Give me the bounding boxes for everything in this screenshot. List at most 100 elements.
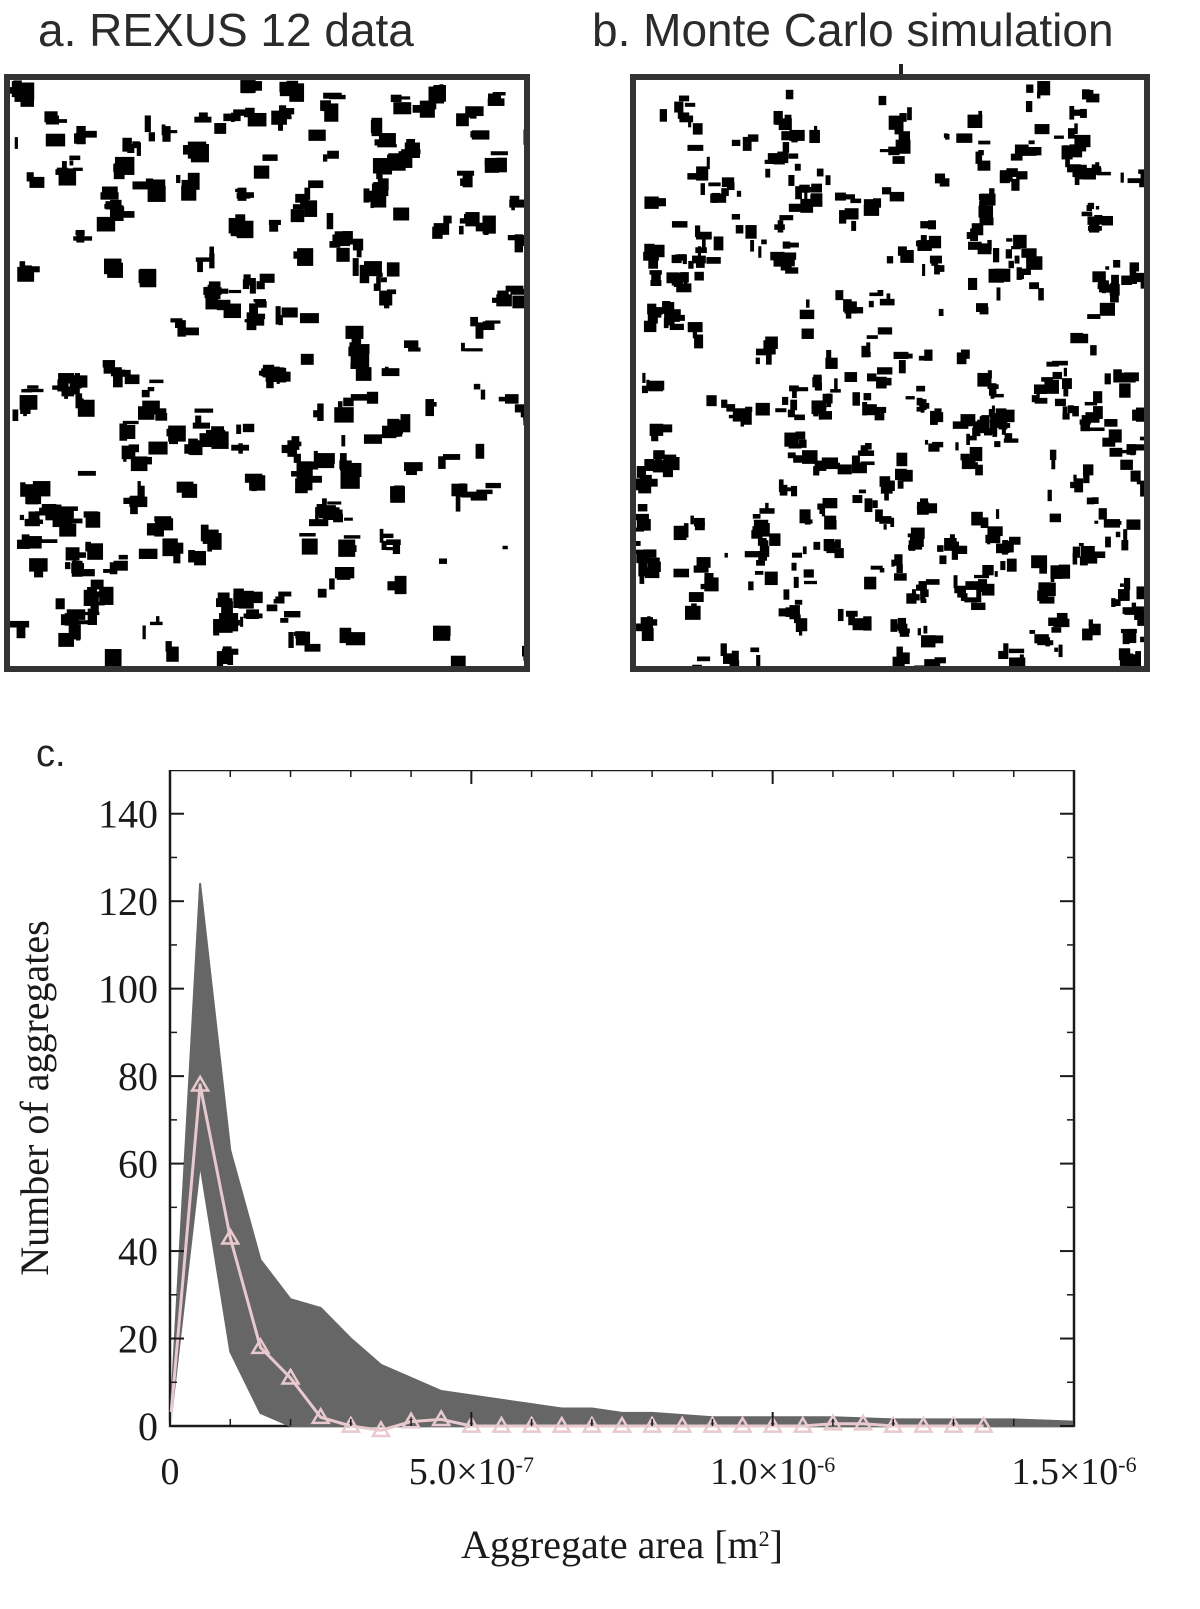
aggregate-blob — [1104, 373, 1111, 385]
aggregate-blob — [648, 260, 659, 269]
aggregate-blob — [400, 414, 411, 433]
aggregate-blob — [1072, 164, 1087, 178]
aggregate-blob — [960, 593, 968, 602]
aggregate-blob — [679, 314, 685, 321]
aggregate-blob — [386, 289, 397, 295]
aggregate-blob — [793, 387, 809, 392]
aggregate-blob — [471, 130, 490, 140]
aggregate-blob — [1018, 270, 1025, 280]
aggregate-blob — [860, 445, 869, 456]
aggregate-blob — [20, 482, 26, 497]
aggregate-blob — [636, 527, 645, 532]
aggregate-blob — [822, 498, 838, 509]
aggregate-blob — [1101, 280, 1107, 294]
aggregate-blob — [1136, 480, 1144, 485]
aggregate-blob — [671, 281, 676, 286]
aggregate-blob — [792, 390, 797, 399]
aggregate-blob — [480, 389, 486, 400]
aggregate-blob — [754, 570, 764, 575]
aggregate-blob — [129, 496, 148, 508]
aggregate-blob — [96, 591, 107, 595]
aggregate-blob — [278, 591, 292, 597]
aggregate-blob — [801, 328, 814, 339]
aggregate-blob — [939, 265, 945, 272]
aggregate-blob — [1140, 636, 1144, 643]
aggregate-blob — [303, 475, 322, 483]
data-point-marker — [852, 1413, 874, 1431]
aggregate-blob — [1095, 162, 1100, 170]
aggregate-blob — [1031, 555, 1048, 569]
aggregate-blob — [863, 199, 878, 206]
aggregate-blob — [788, 174, 795, 186]
aggregate-blob — [966, 435, 977, 441]
x-axis-label: Aggregate area [m2] — [461, 1522, 783, 1567]
data-point-marker — [310, 1406, 331, 1425]
aggregate-blob — [752, 513, 761, 519]
aggregate-blob — [1128, 277, 1137, 285]
aggregate-blob — [790, 399, 798, 411]
aggregate-blob — [644, 567, 660, 579]
aggregate-blob — [976, 588, 982, 603]
aggregate-blob — [249, 303, 259, 317]
aggregate-blob — [1103, 519, 1121, 528]
aggregate-blob — [1009, 657, 1026, 666]
aggregate-blob — [723, 653, 737, 664]
aggregate-blob — [890, 619, 898, 632]
aggregate-blob — [861, 345, 870, 358]
aggregate-blob — [804, 192, 808, 200]
aggregate-blob — [773, 160, 785, 165]
aggregate-blob — [706, 257, 721, 264]
aggregate-blob — [1058, 644, 1063, 658]
aggregate-blob — [288, 631, 294, 648]
aggregate-blob — [492, 297, 504, 303]
aggregate-blob — [255, 301, 267, 308]
data-point-marker — [973, 1415, 994, 1433]
aggregate-blob — [58, 632, 74, 647]
aggregate-blob — [694, 271, 704, 281]
aggregate-blob — [667, 309, 681, 316]
y-tick-label: 0 — [138, 1404, 158, 1449]
aggregate-blob — [782, 142, 790, 153]
aggregate-blob — [1038, 288, 1044, 301]
aggregate-blob — [425, 399, 434, 417]
aggregate-blob — [100, 192, 119, 200]
aggregate-blob — [961, 457, 976, 470]
aggregate-blob — [954, 585, 966, 594]
aggregate-blob — [64, 386, 80, 395]
aggregate-blob — [812, 377, 822, 388]
aggregate-blob — [66, 609, 86, 620]
aggregate-blob — [266, 370, 274, 389]
aggregate-blob — [795, 431, 806, 440]
aggregate-blob — [259, 273, 275, 283]
aggregate-blob — [308, 180, 324, 189]
aggregate-blob — [310, 461, 319, 470]
aggregate-blob — [476, 489, 493, 495]
aggregate-blob — [878, 95, 887, 106]
aggregate-blob — [726, 404, 736, 412]
aggregate-blob — [653, 450, 665, 460]
aggregate-blob — [920, 635, 936, 648]
aggregate-blob — [636, 513, 649, 521]
aggregate-blob — [458, 225, 464, 235]
aggregate-blob — [460, 178, 466, 186]
aggregate-blob — [925, 503, 938, 514]
aggregate-blob — [60, 614, 71, 626]
aggregate-blob — [740, 416, 745, 427]
aggregate-blob — [523, 129, 524, 145]
aggregate-blob — [269, 223, 279, 232]
aggregate-blob — [1122, 630, 1130, 645]
aggregate-blob — [968, 277, 978, 290]
aggregate-blob — [756, 559, 765, 566]
aggregate-blob — [117, 369, 131, 377]
aggregate-blob — [765, 168, 771, 178]
aggregate-blob — [1034, 634, 1049, 644]
aggregate-blob — [111, 260, 115, 275]
aggregate-blob — [981, 375, 992, 385]
aggregate-blob — [1135, 444, 1144, 451]
aggregate-blob — [969, 446, 983, 462]
aggregate-blob — [1049, 449, 1057, 460]
aggregate-blob — [187, 172, 200, 190]
aggregate-blob — [896, 646, 903, 660]
aggregate-blob — [781, 131, 793, 141]
aggregate-blob — [920, 405, 925, 413]
